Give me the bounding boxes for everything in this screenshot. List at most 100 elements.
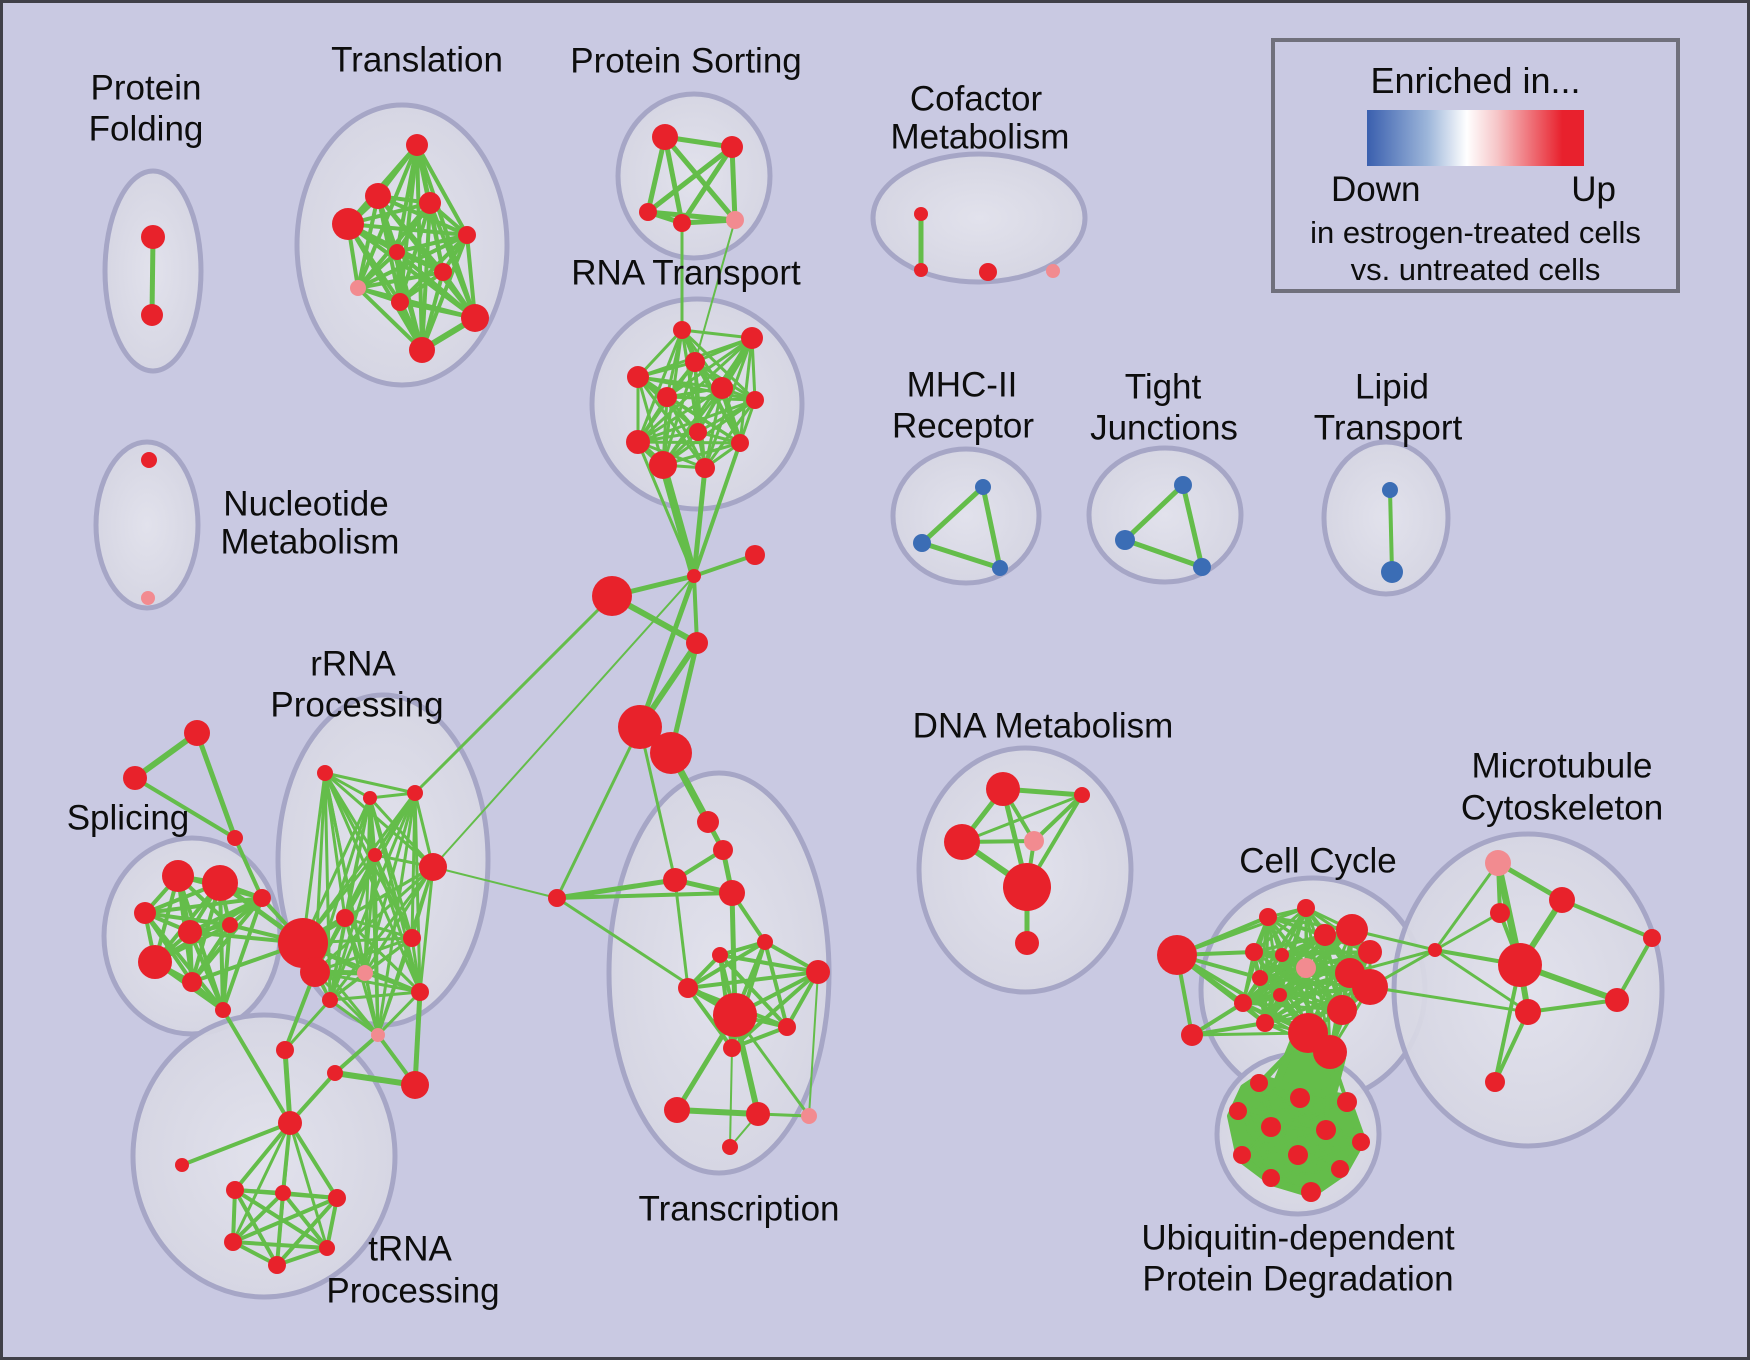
- node-u9-red: [1288, 1145, 1308, 1165]
- node-mt7-red: [1643, 929, 1661, 947]
- edge-tn2-tn5: [281, 1191, 329, 1250]
- edge-d2-d4: [1032, 793, 1084, 843]
- node-r8-red: [689, 423, 707, 441]
- edge-cco-cc2: [1176, 906, 1307, 957]
- edge-sp7-sp9: [190, 896, 264, 984]
- edge-r1-r9: [636, 329, 684, 443]
- node-tr9-red: [778, 1018, 796, 1036]
- node-r6-red: [711, 377, 733, 399]
- edge-u6-u8: [1241, 1129, 1327, 1156]
- node-s4-red: [673, 214, 691, 232]
- node-thub-red: [713, 993, 757, 1037]
- cluster-lipid-transport-label-line2: Transport: [1314, 408, 1463, 447]
- edge-rr6-rr7: [344, 916, 413, 940]
- edge-tj1-tj2: [1123, 483, 1185, 542]
- node-rr6-red: [336, 909, 354, 927]
- edge-rr7-rr10: [410, 937, 422, 993]
- node-rr10-red: [411, 983, 429, 1001]
- edge-mt3-mt2: [1434, 911, 1501, 952]
- edge-t2-t8: [356, 195, 380, 289]
- edge-sp3-sp5: [144, 911, 231, 927]
- edge-rr9-rr12: [329, 998, 379, 1037]
- edge-j1-rr5: [432, 575, 695, 868]
- node-s2-red: [721, 136, 743, 158]
- edge-tr6-tr8: [686, 940, 767, 990]
- node-cc16-red: [1256, 1014, 1274, 1032]
- node-t7-red: [434, 263, 452, 281]
- edge-rr9-rr11: [283, 998, 332, 1052]
- node-tr1-red: [697, 811, 719, 833]
- edge-rr4-rr7: [373, 854, 414, 939]
- cluster-nucleotide-metabolism-ellipse: [93, 439, 201, 611]
- node-tn3-red: [328, 1189, 346, 1207]
- node-tnh-red: [278, 1111, 302, 1135]
- edge-tr5-tr9: [718, 953, 789, 1029]
- node-rr2-red: [363, 791, 377, 805]
- edge-tnh-tn5: [288, 1122, 329, 1249]
- edge-rr5-rr10: [418, 866, 435, 993]
- cluster-cell-cycle-label-line1: Cell Cycle: [1239, 841, 1397, 880]
- node-cco-red: [1157, 935, 1197, 975]
- node-pair1-red: [618, 705, 662, 749]
- edge-r5-r7: [666, 395, 756, 402]
- edge-u7-u9: [1297, 1141, 1362, 1156]
- node-u7-red: [1352, 1133, 1370, 1151]
- edge-rr10-rr12: [376, 990, 422, 1037]
- node-l2-blue: [1381, 561, 1403, 583]
- edge-m1-m2: [920, 485, 985, 545]
- node-rr7-red: [403, 929, 421, 947]
- node-sp7-red: [182, 972, 202, 992]
- edge-rr11-tnh: [282, 1049, 293, 1124]
- node-t1-red: [406, 134, 428, 156]
- node-u12-red: [1301, 1182, 1321, 1202]
- cluster-tight-junctions-ellipse: [1086, 445, 1244, 585]
- node-t11-red: [409, 337, 435, 363]
- node-sp1-red: [162, 860, 194, 892]
- edge-r2-r5: [666, 336, 753, 399]
- node-cc10-red: [1234, 994, 1252, 1012]
- edge-d2-d3: [961, 793, 1083, 844]
- node-r11-red: [649, 451, 677, 479]
- node-tr2-red: [713, 840, 733, 860]
- edge-r10-j1: [692, 442, 742, 577]
- cluster-ubiquitin-degradation-label-line1: Ubiquitin-dependent: [1141, 1218, 1455, 1257]
- legend-up-label: Up: [1571, 170, 1616, 209]
- edge-rr2-rr10: [368, 797, 422, 993]
- cluster-lipid-transport-label-line1: Lipid: [1355, 367, 1429, 406]
- node-ccp-pink: [1296, 958, 1316, 978]
- node-tri3-red: [227, 830, 243, 846]
- edge-sp6-sp9: [153, 896, 264, 964]
- node-cc13-red: [1327, 995, 1357, 1025]
- node-cc4-red: [1336, 914, 1368, 946]
- edge-rr5-hub2: [314, 865, 434, 974]
- edge-s5-r3: [694, 219, 736, 363]
- edge-rr10-hub2: [314, 970, 421, 994]
- node-r12-red: [695, 458, 715, 478]
- node-c3-red: [979, 263, 997, 281]
- node-t3-red: [332, 208, 364, 240]
- edge-cc10-cc11: [1242, 971, 1351, 1005]
- cluster-protein-folding-label-line1: Protein: [91, 68, 202, 107]
- edge-mt1-mt7: [1561, 898, 1653, 940]
- node-u2-red: [1290, 1088, 1310, 1108]
- node-mt3-red: [1428, 943, 1442, 957]
- legend-down-label: Down: [1331, 170, 1421, 209]
- node-u11-red: [1262, 1169, 1280, 1187]
- edge-tr7-tr10: [730, 970, 820, 1050]
- node-pf2-red: [141, 304, 163, 326]
- node-hub-red: [278, 918, 328, 968]
- edge-tnh-tn3: [288, 1121, 339, 1200]
- edge-rr6-rr10: [343, 916, 422, 994]
- cluster-microtubule-cytoskeleton-label-line2: Cytoskeleton: [1461, 788, 1663, 827]
- node-r9-red: [626, 430, 650, 454]
- edge-tn1-tn6: [233, 1189, 279, 1266]
- node-cc9-red: [1273, 988, 1287, 1002]
- node-tr8-red: [678, 978, 698, 998]
- node-ccb-red: [1181, 1024, 1203, 1046]
- edge-u2-u12: [1299, 1097, 1312, 1193]
- edge-r7-r9: [637, 398, 756, 444]
- node-n1-red: [141, 452, 157, 468]
- node-sp9-red: [253, 889, 271, 907]
- edge-tn3-tn4: [232, 1196, 338, 1244]
- node-sp4-red: [178, 920, 202, 944]
